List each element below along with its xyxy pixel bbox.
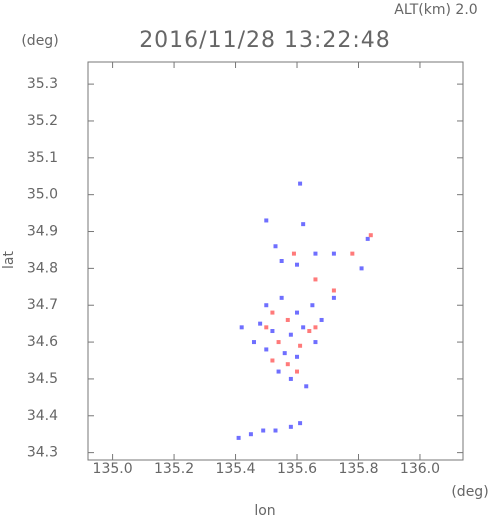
echo-point <box>270 329 275 334</box>
echo-point <box>264 303 269 308</box>
echo-point <box>288 332 293 337</box>
echo-point <box>239 325 244 330</box>
echo-point <box>270 358 275 363</box>
echo-point <box>291 251 296 256</box>
echo-point <box>279 259 284 263</box>
echo-point <box>295 369 300 374</box>
echo-point <box>301 325 306 330</box>
x-axis-label: lon <box>254 503 275 519</box>
echo-point <box>258 321 263 326</box>
echo-point <box>285 317 290 322</box>
echo-point <box>276 340 281 345</box>
echo-point <box>313 340 318 345</box>
echo-point <box>331 288 336 293</box>
echo-point <box>270 310 275 315</box>
y-tick-label: 34.7 <box>27 297 58 313</box>
echo-point <box>273 244 278 249</box>
echo-point <box>368 233 373 238</box>
y-axis-label: lat <box>1 251 17 269</box>
echo-point <box>264 347 269 352</box>
y-tick-label: 34.6 <box>27 334 58 350</box>
echo-point <box>285 362 290 367</box>
echo-point <box>276 369 281 374</box>
y-tick-label: 35.2 <box>27 113 58 129</box>
echo-point <box>298 343 303 348</box>
echo-point <box>331 251 336 256</box>
echo-point <box>307 329 312 334</box>
x-unit: (deg) <box>451 484 488 500</box>
echo-point <box>295 354 300 359</box>
echo-point <box>288 376 293 381</box>
y-tick-label: 34.4 <box>27 408 58 424</box>
echo-point <box>350 251 355 256</box>
echo-point <box>298 181 303 186</box>
echo-point <box>248 432 253 437</box>
x-tick-label: 135.8 <box>338 461 378 477</box>
echo-point <box>261 428 266 433</box>
chart-title: 2016/11/28 13:22:48 <box>139 28 391 53</box>
x-tick-label: 135.6 <box>277 461 317 477</box>
echo-point <box>304 384 309 389</box>
echo-point <box>282 351 287 356</box>
echo-point <box>310 303 315 308</box>
y-tick-label: 35.1 <box>27 150 58 166</box>
echo-point <box>295 262 300 267</box>
y-tick-label: 35.0 <box>27 187 58 203</box>
echo-point <box>301 222 306 227</box>
x-tick-label: 135.0 <box>93 461 133 477</box>
echo-point <box>365 236 370 241</box>
x-tick-label: 136.0 <box>400 461 440 477</box>
echo-point <box>288 424 293 429</box>
y-tick-label: 34.8 <box>27 260 58 276</box>
echo-point <box>264 325 269 330</box>
y-tick-label: 34.5 <box>27 371 58 387</box>
echo-point <box>295 310 300 315</box>
echo-point <box>319 317 324 322</box>
x-tick-label: 135.4 <box>215 461 255 477</box>
echo-point <box>264 218 269 223</box>
echo-point <box>251 340 256 345</box>
echo-point <box>273 428 278 433</box>
echo-point <box>313 325 318 330</box>
echo-point <box>313 251 318 256</box>
echo-point <box>236 435 241 440</box>
y-tick-label: 34.3 <box>27 445 58 461</box>
echo-point <box>279 295 284 300</box>
echo-point <box>298 421 303 426</box>
y-unit: (deg) <box>21 33 58 49</box>
y-tick-label: 35.3 <box>27 76 58 92</box>
echo-point <box>313 277 318 282</box>
plot-frame <box>87 61 464 461</box>
y-tick-label: 34.9 <box>27 224 58 240</box>
echo-point <box>331 295 336 300</box>
x-tick-label: 135.2 <box>154 461 194 477</box>
echo-point <box>359 266 364 271</box>
altitude-label: ALT(km) 2.0 <box>394 2 477 18</box>
